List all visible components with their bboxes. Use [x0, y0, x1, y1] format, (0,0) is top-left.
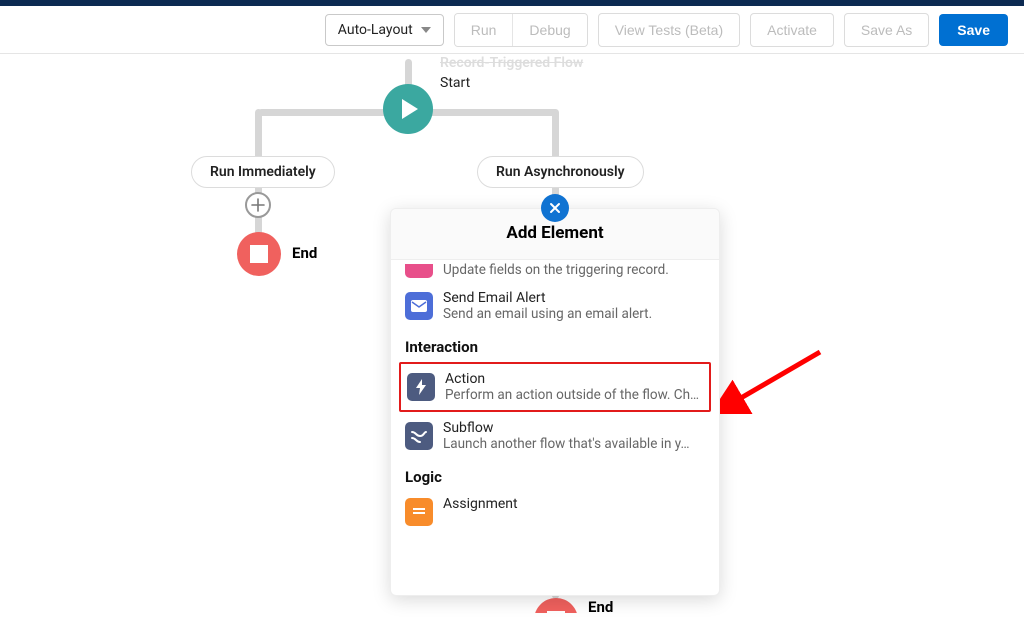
panel-body: Update fields on the triggering record. …: [391, 260, 719, 595]
play-icon: [402, 99, 418, 119]
start-node[interactable]: [383, 84, 433, 134]
section-logic: Logic: [391, 458, 719, 490]
item-title: Send Email Alert: [443, 290, 705, 306]
stop-icon: [250, 245, 268, 263]
flow-canvas[interactable]: Record-Triggered Flow Start Run Immediat…: [0, 54, 1024, 613]
layout-mode-dropdown[interactable]: Auto-Layout: [325, 14, 444, 46]
plus-icon: [251, 198, 265, 212]
element-item-assignment[interactable]: Assignment: [391, 490, 719, 532]
add-element-panel: Add Element Update fields on the trigger…: [390, 208, 720, 596]
item-title: Action: [445, 371, 703, 387]
end-label-bottom: End: [588, 598, 613, 616]
item-desc: Send an email using an email alert.: [443, 306, 705, 322]
item-title: Assignment: [443, 496, 705, 512]
element-item-action[interactable]: Action Perform an action outside of the …: [399, 362, 711, 412]
action-icon: [407, 373, 435, 401]
stop-icon: [547, 611, 565, 629]
builder-toolbar: Auto-Layout Run Debug View Tests (Beta) …: [0, 6, 1024, 54]
update-icon: [405, 264, 433, 278]
item-title: Subflow: [443, 420, 705, 436]
item-desc: Launch another flow that's available in …: [443, 436, 705, 452]
element-item-send-email[interactable]: Send Email Alert Send an email using an …: [391, 284, 719, 328]
run-button[interactable]: Run: [455, 14, 514, 46]
branch-run-async[interactable]: Run Asynchronously: [477, 156, 644, 188]
chevron-down-icon: [421, 27, 431, 33]
assignment-icon: [405, 498, 433, 526]
layout-mode-label: Auto-Layout: [338, 22, 413, 38]
element-item-subflow[interactable]: Subflow Launch another flow that's avail…: [391, 414, 719, 458]
debug-button[interactable]: Debug: [513, 14, 586, 46]
end-label-left: End: [292, 244, 317, 262]
close-icon: [548, 201, 562, 215]
view-tests-button[interactable]: View Tests (Beta): [598, 13, 740, 47]
activate-button[interactable]: Activate: [750, 13, 834, 47]
element-item-update[interactable]: Update fields on the triggering record.: [391, 260, 719, 284]
annotation-arrow: [720, 344, 830, 414]
start-element-label: Record-Triggered Flow Start: [440, 54, 583, 93]
add-element-button[interactable]: [245, 192, 271, 218]
close-panel-button[interactable]: [541, 194, 569, 222]
end-node-bottom[interactable]: [534, 598, 578, 642]
end-node-left[interactable]: [237, 232, 281, 276]
subflow-icon: [405, 422, 433, 450]
item-desc: Update fields on the triggering record.: [443, 262, 705, 278]
branch-run-immediately[interactable]: Run Immediately: [191, 156, 335, 188]
email-icon: [405, 292, 433, 320]
item-desc: Perform an action outside of the flow. C…: [445, 387, 703, 403]
save-as-button[interactable]: Save As: [844, 13, 929, 47]
save-button[interactable]: Save: [939, 14, 1008, 46]
section-interaction: Interaction: [391, 328, 719, 360]
run-debug-group: Run Debug: [454, 13, 588, 47]
